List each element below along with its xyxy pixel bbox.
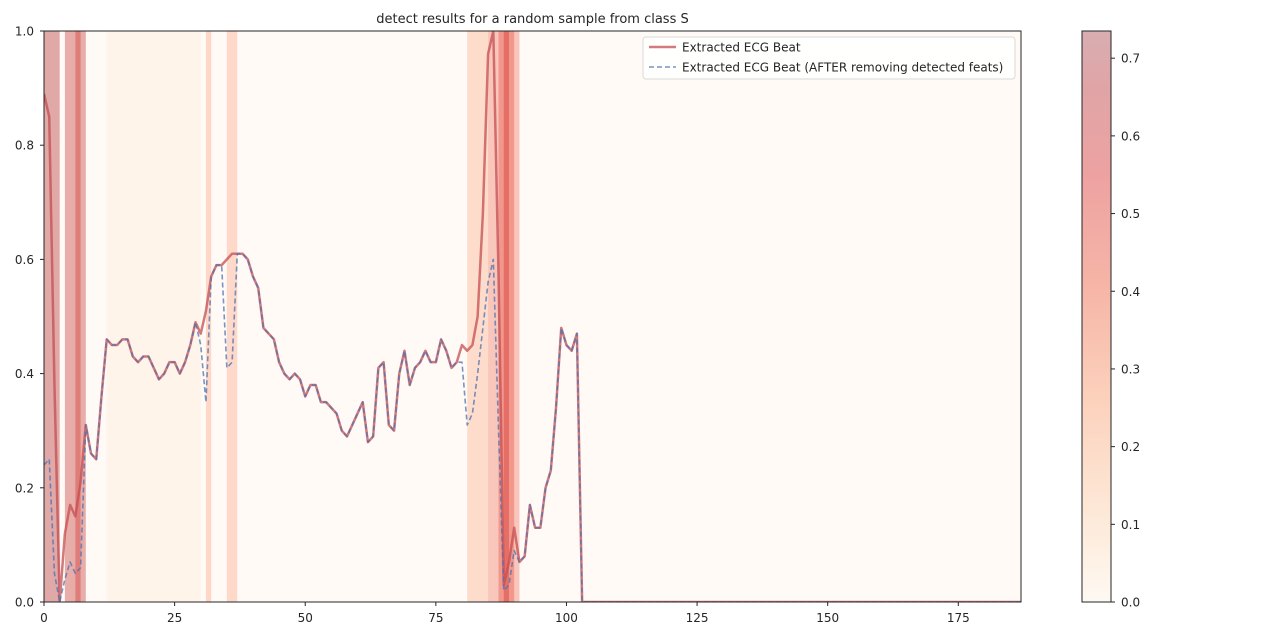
heat-band — [226, 31, 238, 602]
plot-background — [44, 31, 1021, 602]
y-tick-label: 0.8 — [15, 139, 34, 153]
x-tick-label: 100 — [555, 611, 578, 625]
legend: Extracted ECG Beat Extracted ECG Beat (A… — [642, 36, 1016, 80]
y-tick-label: 0.0 — [15, 596, 34, 610]
colorbar-tick-label: 0.0 — [1121, 596, 1140, 610]
x-tick-label: 75 — [428, 611, 443, 625]
colorbar-tick-label: 0.6 — [1121, 129, 1140, 143]
colorbar-tick-label: 0.7 — [1121, 52, 1140, 66]
colorbar-tick-label: 0.4 — [1121, 285, 1140, 299]
plot-area — [43, 30, 1022, 603]
heat-band — [503, 31, 509, 602]
colorbar-gradient — [1081, 30, 1112, 603]
chart-title: detect results for a random sample from … — [376, 12, 689, 27]
colorbar-tick-label: 0.3 — [1121, 362, 1140, 376]
x-tick-label: 25 — [167, 611, 182, 625]
x-tick-label: 50 — [298, 611, 313, 625]
heat-band — [106, 31, 201, 602]
x-tick-label: 150 — [816, 611, 839, 625]
y-axis: 0.0 0.2 0.4 0.6 0.8 1.0 — [15, 25, 44, 610]
x-tick-label: 175 — [947, 611, 970, 625]
legend-box — [642, 36, 1016, 80]
x-tick-label: 0 — [40, 611, 48, 625]
legend-label-ecg: Extracted ECG Beat — [682, 41, 801, 55]
y-tick-label: 1.0 — [15, 25, 34, 39]
plot-frame — [43, 30, 1022, 603]
heat-band — [64, 31, 86, 602]
series-line-after-removal — [44, 252, 1021, 602]
colorbar: 0.0 0.1 0.2 0.3 0.4 0.5 0.6 0.7 — [1081, 30, 1140, 610]
x-axis: 0 25 50 75 100 125 150 175 — [40, 602, 970, 625]
y-tick-label: 0.2 — [15, 481, 34, 495]
heat-band — [488, 31, 520, 602]
colorbar-tick-label: 0.5 — [1121, 207, 1140, 221]
y-tick-label: 0.6 — [15, 253, 34, 267]
colorbar-tick-label: 0.1 — [1121, 518, 1140, 532]
x-tick-label: 125 — [686, 611, 709, 625]
heat-band — [75, 31, 81, 602]
heat-band — [205, 31, 212, 602]
legend-label-after: Extracted ECG Beat (AFTER removing detec… — [682, 61, 1003, 75]
y-tick-label: 0.4 — [15, 367, 34, 381]
colorbar-tick-label: 0.2 — [1121, 440, 1140, 454]
